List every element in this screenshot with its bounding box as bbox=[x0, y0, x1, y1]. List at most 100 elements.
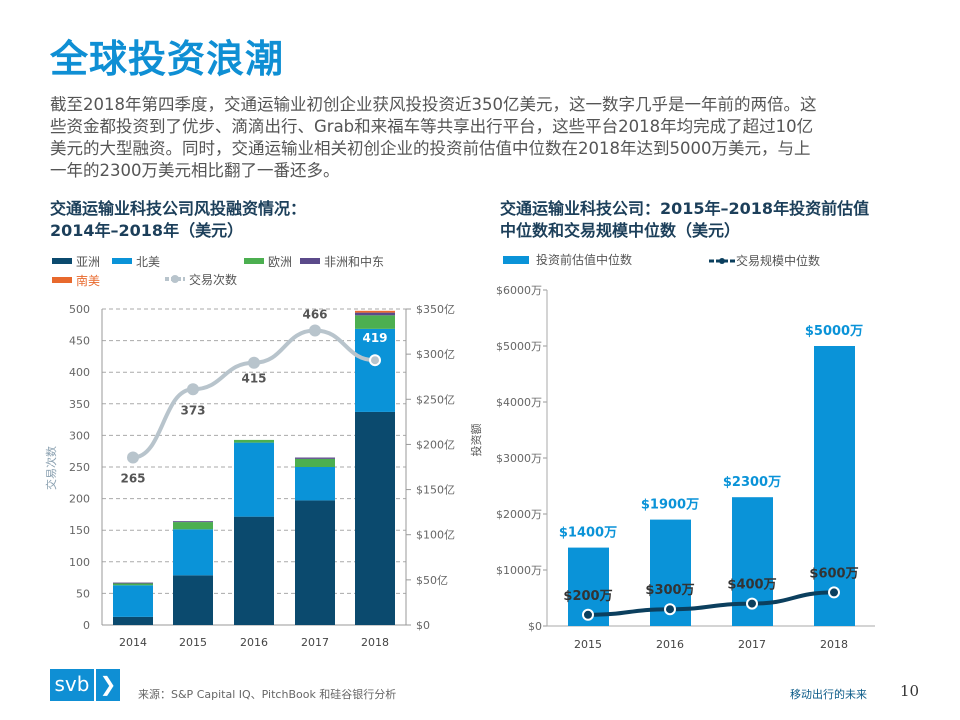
x-tick-label: 2015 bbox=[179, 636, 207, 649]
median-deal-line bbox=[587, 590, 835, 617]
bar-segment bbox=[113, 585, 153, 617]
legend-label: 亚洲 bbox=[76, 255, 100, 269]
legend-label: 欧洲 bbox=[268, 255, 292, 269]
bar-segment bbox=[173, 522, 213, 530]
valuation-bar bbox=[814, 346, 855, 626]
deal-count-point bbox=[187, 383, 199, 396]
legend-label: 交易规模中位数 bbox=[736, 253, 820, 268]
x-tick-label: 2014 bbox=[119, 636, 147, 649]
y-tick-label: 100 bbox=[69, 556, 90, 569]
svb-logo: svb ❯ bbox=[50, 669, 120, 701]
y2-tick-label: $200亿 bbox=[416, 438, 455, 451]
y-tick-label: 350 bbox=[69, 398, 90, 411]
legend-swatch bbox=[503, 256, 529, 264]
median-deal-label: $300万 bbox=[645, 583, 694, 598]
deck-title: 移动出行的未来 bbox=[790, 688, 867, 701]
deal-count-label: 373 bbox=[180, 403, 205, 417]
legend-marker bbox=[171, 275, 179, 283]
bar-segment bbox=[113, 616, 153, 625]
x-tick-label: 2015 bbox=[574, 638, 602, 651]
y-tick-label: 50 bbox=[76, 587, 90, 600]
intro-paragraph: 截至2018年第四季度，交通运输业初创企业获风投投资近350亿美元，这一数字几乎… bbox=[50, 94, 817, 182]
bar-segment bbox=[295, 500, 335, 625]
y2-tick-label: $150亿 bbox=[416, 484, 455, 497]
y-axis-label: 投资额 bbox=[469, 424, 483, 457]
y-tick-label: 0 bbox=[83, 619, 90, 632]
y-tick-label: $4000万 bbox=[496, 396, 542, 409]
x-tick-label: 2018 bbox=[361, 636, 389, 649]
y2-tick-label: $350亿 bbox=[416, 303, 455, 316]
y-tick-label: 500 bbox=[69, 303, 90, 316]
x-tick-label: 2016 bbox=[656, 638, 684, 651]
right-chart-title: 交通运输业科技公司：2015年–2018年投资前估值 中位数和交易规模中位数（美… bbox=[500, 198, 869, 242]
deal-count-label: 265 bbox=[120, 472, 145, 486]
chevron-right-icon: ❯ bbox=[99, 672, 117, 696]
bar-segment bbox=[113, 583, 153, 586]
y2-tick-label: $250亿 bbox=[416, 393, 455, 406]
valuation-label: $1900万 bbox=[641, 498, 699, 513]
title-line: 交通运输业科技公司风投融资情况： bbox=[50, 199, 307, 218]
median-deal-point bbox=[746, 597, 758, 610]
bar-segment bbox=[173, 529, 213, 576]
paragraph-line: 些资金都投资到了优步、滴滴出行、Grab和来福车等共享出行平台，这些平台2018… bbox=[50, 117, 814, 136]
paragraph-line: 一年的2300万美元相比翻了一番还多。 bbox=[50, 161, 340, 180]
bar-segment bbox=[355, 411, 395, 625]
deal-count-point bbox=[248, 356, 260, 369]
bar-segment bbox=[355, 310, 395, 313]
deal-count-point bbox=[127, 451, 139, 464]
y2-tick-label: $0 bbox=[416, 619, 430, 632]
bar-segment bbox=[295, 458, 335, 467]
y-axis-label: 交易次数 bbox=[44, 446, 58, 490]
median-deal-point bbox=[664, 603, 676, 616]
y-tick-label: $2000万 bbox=[496, 508, 542, 521]
bar-segment bbox=[355, 328, 395, 412]
bar-segment bbox=[113, 582, 153, 584]
y-tick-label: 150 bbox=[69, 524, 90, 537]
bar-segment bbox=[295, 467, 335, 501]
left-chart-title: 交通运输业科技公司风投融资情况： 2014年–2018年（美元） bbox=[50, 198, 306, 242]
y-tick-label: $1000万 bbox=[496, 564, 542, 577]
deal-count-label: 419 bbox=[362, 331, 387, 345]
median-deal-label: $600万 bbox=[809, 566, 858, 581]
bar-segment bbox=[295, 457, 335, 459]
legend-marker bbox=[719, 258, 725, 264]
y2-tick-label: $50亿 bbox=[416, 574, 448, 587]
median-deal-point bbox=[828, 586, 840, 599]
page-title: 全球投资浪潮 bbox=[50, 37, 285, 81]
bar-segment bbox=[355, 312, 395, 316]
deal-count-point bbox=[369, 354, 381, 367]
legend-label: 北美 bbox=[136, 255, 160, 269]
bar-segment bbox=[234, 442, 274, 517]
legend-label: 南美 bbox=[76, 273, 100, 288]
legend-swatch bbox=[52, 258, 72, 264]
legend-swatch bbox=[112, 258, 132, 264]
y-tick-label: 400 bbox=[69, 366, 90, 379]
y-tick-label: 200 bbox=[69, 493, 90, 506]
bar-segment bbox=[355, 315, 395, 329]
legend-swatch bbox=[52, 277, 72, 283]
bar-segment bbox=[173, 521, 213, 523]
bar-segment bbox=[234, 516, 274, 625]
median-deal-point bbox=[582, 608, 594, 621]
page-number: 10 bbox=[900, 682, 920, 700]
legend-swatch bbox=[300, 258, 320, 264]
paragraph-line: 美元的大型融资。同时，交通运输业相关初创企业的投资前估值中位数在2018年达到5… bbox=[50, 139, 811, 158]
y-tick-label: $0 bbox=[528, 620, 542, 633]
legend-swatch bbox=[244, 258, 264, 264]
valuation-label: $1400万 bbox=[559, 526, 617, 541]
valuation-label: $5000万 bbox=[805, 324, 863, 339]
y-tick-label: $6000万 bbox=[496, 284, 542, 297]
legend-label: 非洲和中东 bbox=[324, 254, 384, 269]
deal-count-label: 415 bbox=[241, 372, 266, 386]
x-tick-label: 2017 bbox=[301, 636, 329, 649]
deal-count-line bbox=[132, 328, 376, 460]
y-tick-label: 250 bbox=[69, 461, 90, 474]
paragraph-line: 截至2018年第四季度，交通运输业初创企业获风投投资近350亿美元，这一数字几乎… bbox=[50, 95, 817, 114]
y-tick-label: $3000万 bbox=[496, 452, 542, 465]
source-note: 来源：S&P Capital IQ、PitchBook 和硅谷银行分析 bbox=[138, 688, 397, 701]
x-tick-label: 2017 bbox=[738, 638, 766, 651]
deal-count-point bbox=[309, 324, 321, 337]
bar-segment bbox=[234, 439, 274, 443]
y-tick-label: 450 bbox=[69, 335, 90, 348]
